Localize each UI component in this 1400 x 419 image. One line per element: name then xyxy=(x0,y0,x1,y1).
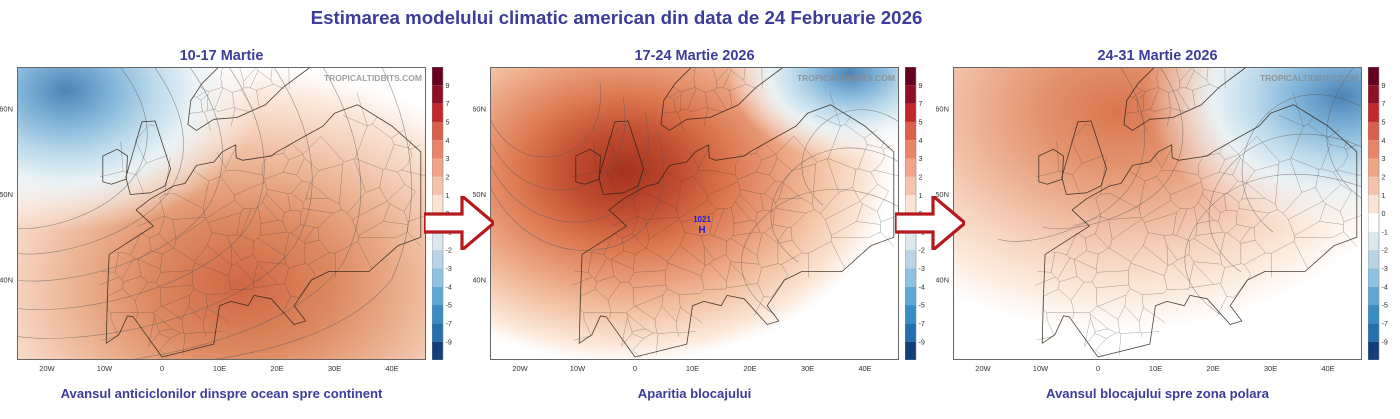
svg-text:0: 0 xyxy=(160,364,164,373)
svg-text:TROPICALTIDBITS.COM: TROPICALTIDBITS.COM xyxy=(797,73,895,83)
svg-text:-3: -3 xyxy=(919,264,925,273)
svg-text:7: 7 xyxy=(446,99,450,108)
svg-text:20W: 20W xyxy=(512,364,528,373)
svg-text:-3: -3 xyxy=(1382,264,1388,273)
svg-text:5: 5 xyxy=(919,118,923,127)
svg-text:10E: 10E xyxy=(213,364,226,373)
svg-text:4: 4 xyxy=(919,136,923,145)
svg-text:-4: -4 xyxy=(446,282,452,291)
svg-text:60N: 60N xyxy=(0,105,13,114)
svg-text:7: 7 xyxy=(919,99,923,108)
svg-text:-1: -1 xyxy=(1382,227,1388,236)
svg-text:10W: 10W xyxy=(97,364,113,373)
svg-text:20E: 20E xyxy=(743,364,756,373)
svg-text:-4: -4 xyxy=(1382,282,1388,291)
svg-text:9: 9 xyxy=(919,81,923,90)
svg-text:-9: -9 xyxy=(446,337,452,346)
svg-text:2: 2 xyxy=(446,173,450,182)
svg-text:9: 9 xyxy=(1382,81,1386,90)
svg-text:-5: -5 xyxy=(919,301,925,310)
svg-text:-3: -3 xyxy=(446,264,452,273)
svg-text:-9: -9 xyxy=(919,337,925,346)
svg-text:10W: 10W xyxy=(1033,364,1049,373)
svg-text:20W: 20W xyxy=(975,364,991,373)
svg-text:-9: -9 xyxy=(1382,337,1388,346)
svg-text:4: 4 xyxy=(446,136,450,145)
svg-text:-7: -7 xyxy=(446,319,452,328)
svg-text:40N: 40N xyxy=(936,276,949,285)
svg-text:0: 0 xyxy=(1096,364,1100,373)
svg-text:-5: -5 xyxy=(1382,301,1388,310)
svg-text:60N: 60N xyxy=(936,105,949,114)
svg-text:20E: 20E xyxy=(270,364,283,373)
svg-text:5: 5 xyxy=(446,118,450,127)
svg-text:-7: -7 xyxy=(919,319,925,328)
svg-text:30E: 30E xyxy=(328,364,341,373)
svg-text:-2: -2 xyxy=(1382,246,1388,255)
svg-text:-7: -7 xyxy=(1382,319,1388,328)
svg-text:-5: -5 xyxy=(446,301,452,310)
svg-text:TROPICALTIDBITS.COM: TROPICALTIDBITS.COM xyxy=(1260,73,1358,83)
svg-text:H: H xyxy=(698,225,705,236)
svg-text:0: 0 xyxy=(1382,209,1386,218)
svg-text:40E: 40E xyxy=(858,364,871,373)
svg-text:40N: 40N xyxy=(0,276,13,285)
svg-text:TROPICALTIDBITS.COM: TROPICALTIDBITS.COM xyxy=(324,73,422,83)
svg-text:4: 4 xyxy=(1382,136,1386,145)
svg-text:-4: -4 xyxy=(919,282,925,291)
svg-text:5: 5 xyxy=(1382,118,1386,127)
svg-text:1021: 1021 xyxy=(693,215,711,224)
svg-text:7: 7 xyxy=(1382,99,1386,108)
svg-text:10W: 10W xyxy=(570,364,586,373)
svg-text:1: 1 xyxy=(1382,191,1386,200)
svg-text:60N: 60N xyxy=(473,105,486,114)
svg-text:50N: 50N xyxy=(0,190,13,199)
svg-text:20E: 20E xyxy=(1206,364,1219,373)
svg-text:40N: 40N xyxy=(473,276,486,285)
svg-text:0: 0 xyxy=(633,364,637,373)
svg-text:3: 3 xyxy=(446,154,450,163)
svg-text:3: 3 xyxy=(1382,154,1386,163)
svg-text:10E: 10E xyxy=(1149,364,1162,373)
svg-text:40E: 40E xyxy=(385,364,398,373)
svg-text:30E: 30E xyxy=(1264,364,1277,373)
svg-text:2: 2 xyxy=(1382,173,1386,182)
svg-text:9: 9 xyxy=(446,81,450,90)
svg-text:30E: 30E xyxy=(801,364,814,373)
svg-text:2: 2 xyxy=(919,173,923,182)
svg-text:20W: 20W xyxy=(39,364,55,373)
svg-text:3: 3 xyxy=(919,154,923,163)
svg-text:10E: 10E xyxy=(686,364,699,373)
svg-text:40E: 40E xyxy=(1321,364,1334,373)
